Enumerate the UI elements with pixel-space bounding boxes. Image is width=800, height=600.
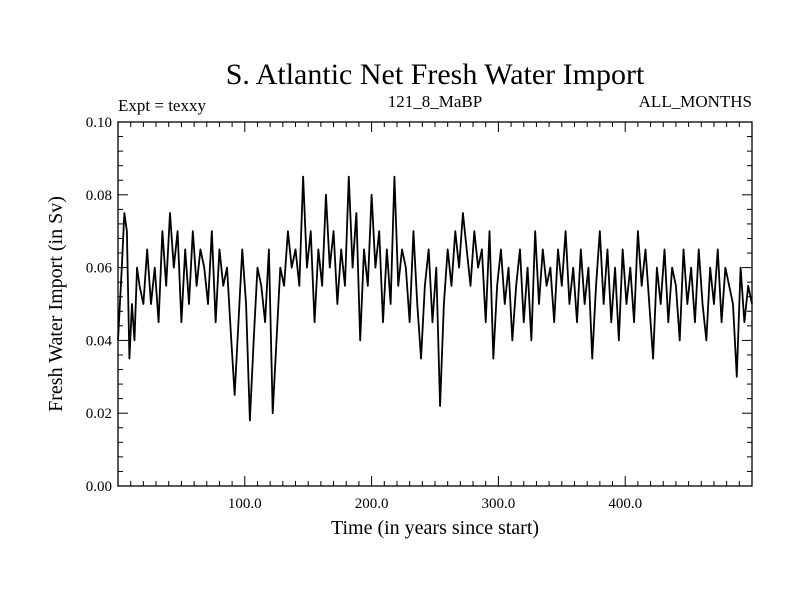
series-line: [117, 175, 753, 422]
y-tick-label: 0.08: [86, 188, 112, 204]
y-tick-label: 0.02: [86, 406, 112, 422]
y-axis: 0.00 0.02 0.04 0.06 0.08 0.10: [86, 115, 752, 495]
x-tick-label: 400.0: [608, 496, 642, 512]
x-tick-label: 200.0: [355, 496, 389, 512]
x-tick-label: 100.0: [228, 496, 262, 512]
x-tick-label: 300.0: [482, 496, 516, 512]
series-layer: [117, 175, 753, 422]
x-axis: 100.0 200.0 300.0 400.0: [130, 122, 740, 512]
y-tick-label: 0.04: [86, 333, 113, 349]
y-tick-label: 0.10: [86, 115, 112, 131]
chart-subtitle-center: 121_8_MaBP: [388, 92, 482, 111]
y-axis-label: Fresh Water Import (in Sv): [45, 196, 67, 412]
y-tick-label: 0.00: [86, 479, 112, 495]
chart-subtitle-left: Expt = texxy: [118, 96, 206, 115]
y-tick-label: 0.06: [86, 261, 113, 277]
plot-frame: [117, 121, 753, 487]
chart-title: S. Atlantic Net Fresh Water Import: [226, 58, 645, 91]
x-axis-label: Time (in years since start): [331, 517, 539, 539]
chart-subtitle-right: ALL_MONTHS: [639, 92, 752, 111]
